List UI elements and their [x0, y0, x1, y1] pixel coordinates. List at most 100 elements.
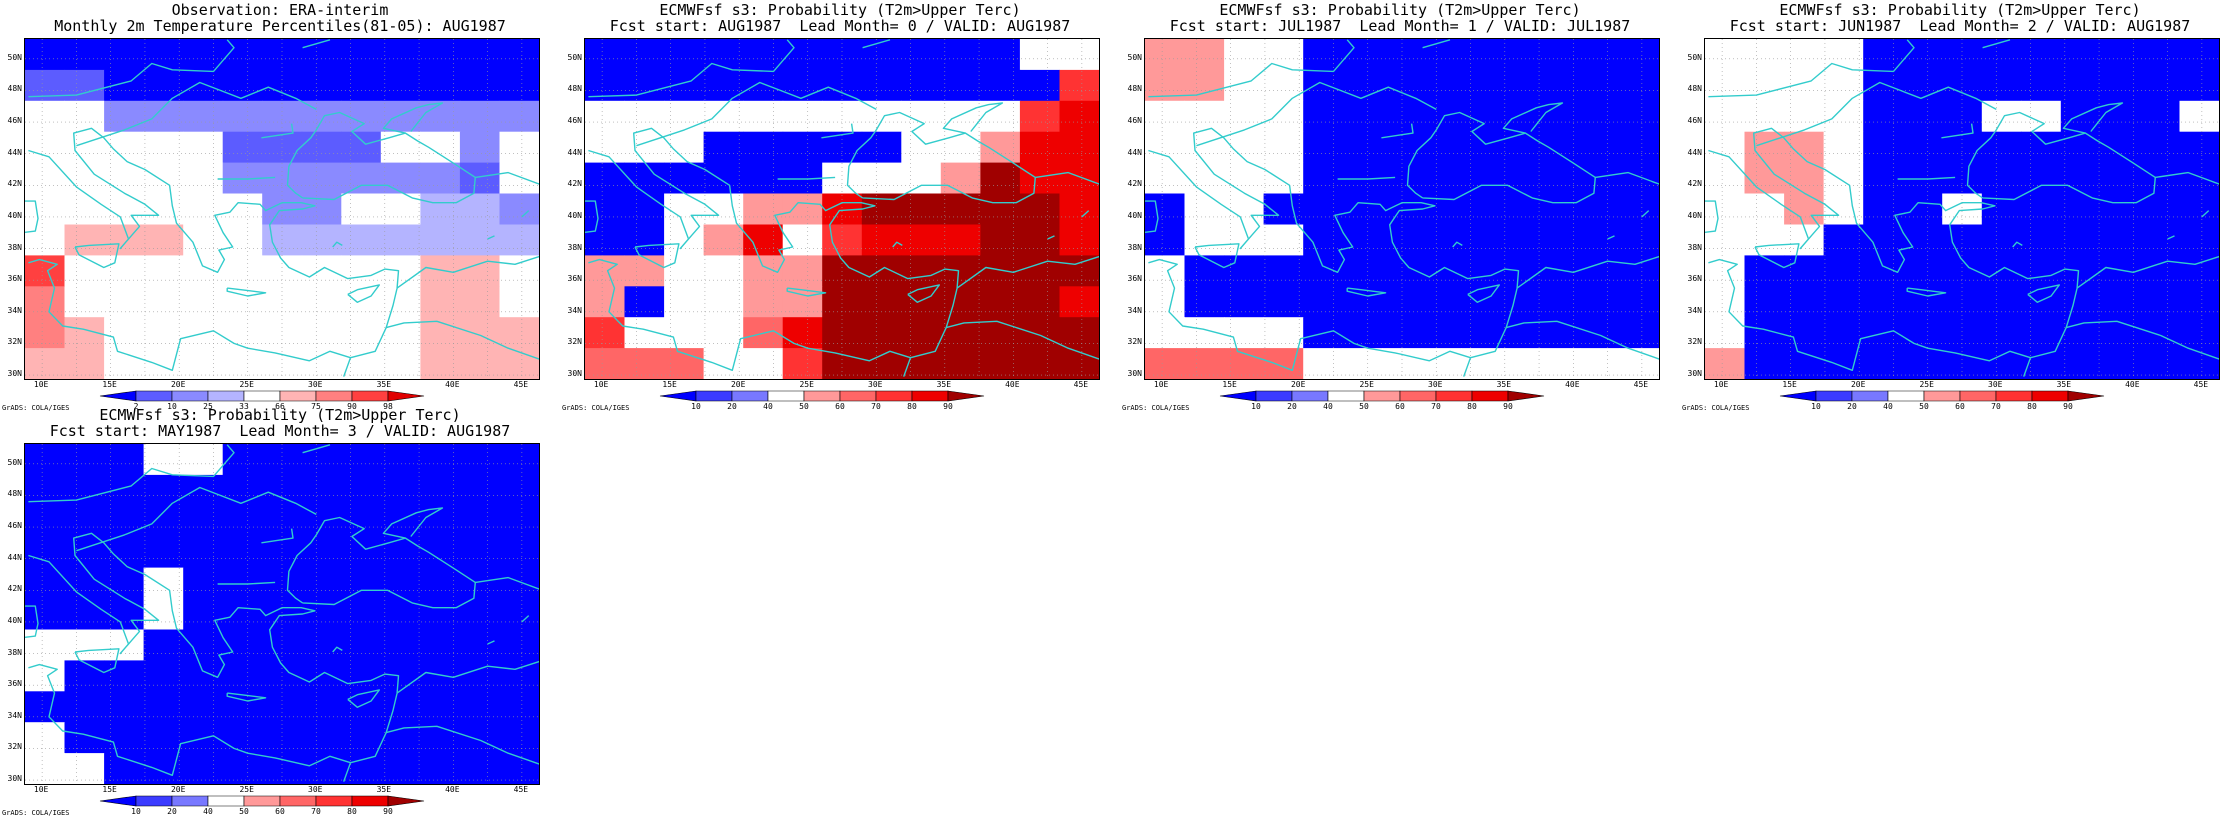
lon-tick-label: 15E	[1782, 380, 1797, 389]
lat-tick-label: 50N	[1127, 52, 1142, 62]
lat-tick-label: 38N	[1687, 242, 1702, 252]
grid-cell	[25, 131, 65, 164]
grid-cell	[143, 691, 184, 723]
grid-cell	[703, 100, 744, 133]
colorbar-segment	[315, 795, 353, 807]
grid-cell	[2139, 224, 2180, 256]
grid-cell	[1823, 224, 1864, 256]
grid-cell	[341, 567, 382, 599]
grid-cell	[499, 598, 539, 630]
grid-cell	[1184, 162, 1225, 194]
colorbar-segment	[1399, 390, 1437, 402]
grid-cell	[420, 660, 461, 692]
grid-cell	[459, 536, 500, 569]
grid-cell	[1863, 131, 1904, 164]
grads-credit: GrADS: COLA/IGES	[1682, 404, 1750, 412]
grid-cell	[624, 224, 665, 256]
coastline	[2076, 255, 2219, 289]
grid-cell	[1705, 286, 1745, 318]
grid-cell	[1619, 317, 1659, 349]
lat-tick-label: 36N	[1127, 274, 1142, 284]
lat-tick-label: 50N	[7, 52, 22, 62]
colorbar-label: 50	[1359, 402, 1369, 411]
grid-cell	[2179, 348, 2219, 379]
colorbar-segment	[839, 390, 877, 402]
lat-tick-label: 42N	[7, 179, 22, 189]
grid-cell	[940, 286, 981, 318]
grid-cell	[1619, 162, 1659, 194]
colorbar-label: 80	[2027, 402, 2037, 411]
colorbar-label: 66	[275, 402, 285, 411]
colorbar-segment	[207, 390, 245, 402]
coastline	[28, 39, 235, 98]
grid-cell	[2060, 224, 2101, 256]
grid-cell	[2139, 39, 2180, 71]
grid-cell	[301, 100, 342, 133]
grid-cell	[1705, 193, 1745, 225]
grid-cell	[459, 505, 500, 538]
grid-cell	[143, 255, 184, 287]
grid-cell	[1981, 100, 2022, 133]
grid-cell	[1303, 224, 1344, 256]
grid-cell	[901, 131, 942, 164]
grid-cell	[1823, 317, 1864, 349]
grid-cell	[1059, 162, 1099, 194]
coastline	[588, 127, 960, 371]
grid-cell	[624, 193, 665, 225]
grid-cell	[183, 286, 224, 318]
grid-cell	[1224, 100, 1265, 133]
grid-cell	[341, 69, 382, 102]
lon-tick-label: 35E	[376, 380, 392, 389]
grid-cell	[499, 753, 539, 784]
grid-cell	[1263, 224, 1304, 256]
grid-cell	[782, 348, 823, 379]
map-panel-lead3: ECMWFsf s3: Probability (T2m>Upper Terc)…	[0, 405, 560, 835]
grid-cell	[2139, 286, 2180, 318]
panel-subtitle: Fcst start: JUN1987 Lead Month= 2 / VALI…	[1729, 17, 2191, 35]
grid-cell	[1981, 162, 2022, 194]
grid-cell	[1421, 162, 1462, 194]
grid-cell	[301, 131, 342, 164]
lon-tick-label: 25E	[239, 380, 254, 389]
grid-cell	[585, 286, 625, 318]
colorbar-segment	[171, 795, 209, 807]
grid-cell	[222, 536, 263, 569]
grid-cell	[499, 317, 539, 349]
coastline	[217, 176, 276, 180]
grid-cell	[1461, 317, 1502, 349]
grid-cell	[420, 348, 461, 379]
colorbar-label: 90	[2063, 402, 2073, 411]
colorbar-segment	[2067, 390, 2105, 402]
grid-cell	[222, 598, 263, 630]
map-panel-lead1: ECMWFsf s3: Probability (T2m>Upper Terc)…	[1120, 0, 1680, 430]
colorbar-segment	[695, 390, 733, 402]
grid-cell	[1902, 255, 1943, 287]
grid-cell	[1145, 100, 1185, 133]
coastline	[821, 123, 854, 139]
grid-cell	[1184, 39, 1225, 71]
grid-cell	[143, 567, 184, 599]
grid-cell	[1619, 255, 1659, 287]
coastline	[396, 255, 539, 289]
grid-cell	[1184, 255, 1225, 287]
lat-tick-label: 36N	[567, 274, 582, 284]
colorbar-label: 50	[239, 807, 249, 816]
grid-cell	[420, 753, 461, 784]
grid-cell	[1019, 69, 1060, 102]
coastline	[1047, 235, 1055, 240]
colorbar-label: 80	[907, 402, 917, 411]
coastline	[302, 39, 331, 49]
grid-cell	[341, 224, 382, 256]
grid-cell	[2021, 69, 2062, 102]
lat-tick-label: 36N	[7, 274, 22, 284]
colorbar-segment	[351, 795, 389, 807]
colorbar-segment	[947, 390, 985, 402]
map-panel-lead2: ECMWFsf s3: Probability (T2m>Upper Terc)…	[1680, 0, 2240, 430]
grid-cell	[1619, 286, 1659, 318]
colorbar-label: 40	[1883, 402, 1893, 411]
colorbar-segment	[911, 390, 949, 402]
grid-cell	[341, 722, 382, 754]
coastline	[634, 243, 680, 269]
colorbar	[1219, 390, 1545, 402]
grid-cell	[1705, 39, 1745, 71]
